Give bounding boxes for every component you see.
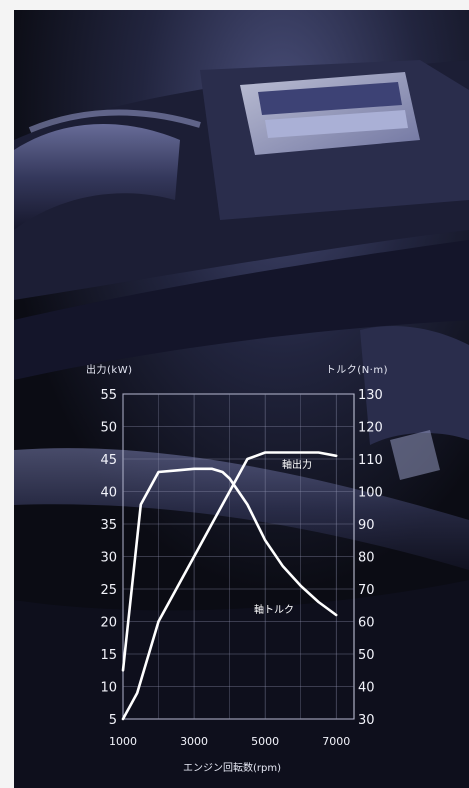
x-tick: 7000 [322,735,350,748]
y-tick-left: 35 [100,518,117,533]
y-tick-left: 30 [100,551,117,566]
y-ticks-left: 55 50 45 40 35 30 25 20 15 10 5 [100,388,117,728]
y-tick-right: 120 [358,421,383,436]
y-tick-left: 45 [100,453,117,468]
y-tick-left: 50 [100,421,117,436]
y-tick-left: 55 [100,388,117,403]
plot-area [122,393,355,720]
y-tick-right: 110 [358,453,383,468]
y-tick-left: 25 [100,583,117,598]
y-tick-left: 5 [109,713,117,728]
y-tick-left: 20 [100,616,117,631]
y-axis-label-left: 出力(kW) [86,363,132,376]
series-line-torque [121,467,338,672]
y-tick-right: 100 [358,486,383,501]
grid [122,393,354,720]
y-tick-left: 15 [100,648,117,663]
series-lines [121,451,338,721]
y-tick-right: 40 [358,681,375,696]
series-line-power [121,451,338,721]
y-tick-right: 60 [358,616,375,631]
x-tick: 3000 [180,735,208,748]
series-label-power: 軸出力 [282,458,312,471]
y-axis-label-right: トルク(N·m) [326,364,388,376]
x-ticks: 1000 3000 5000 7000 [109,735,350,748]
y-tick-right: 80 [358,551,375,566]
x-axis-label: エンジン回転数(rpm) [183,761,281,774]
y-tick-right: 90 [358,518,375,533]
y-tick-right: 30 [358,713,375,728]
x-tick: 5000 [251,735,279,748]
y-ticks-right: 130 120 110 100 90 80 70 60 50 40 30 [358,388,383,728]
series-label-torque: 軸トルク [254,603,294,616]
y-tick-left: 10 [100,681,117,696]
y-tick-right: 130 [358,388,383,403]
y-tick-right: 50 [358,648,375,663]
y-tick-left: 40 [100,486,117,501]
y-tick-right: 70 [358,583,375,598]
x-tick: 1000 [109,735,137,748]
